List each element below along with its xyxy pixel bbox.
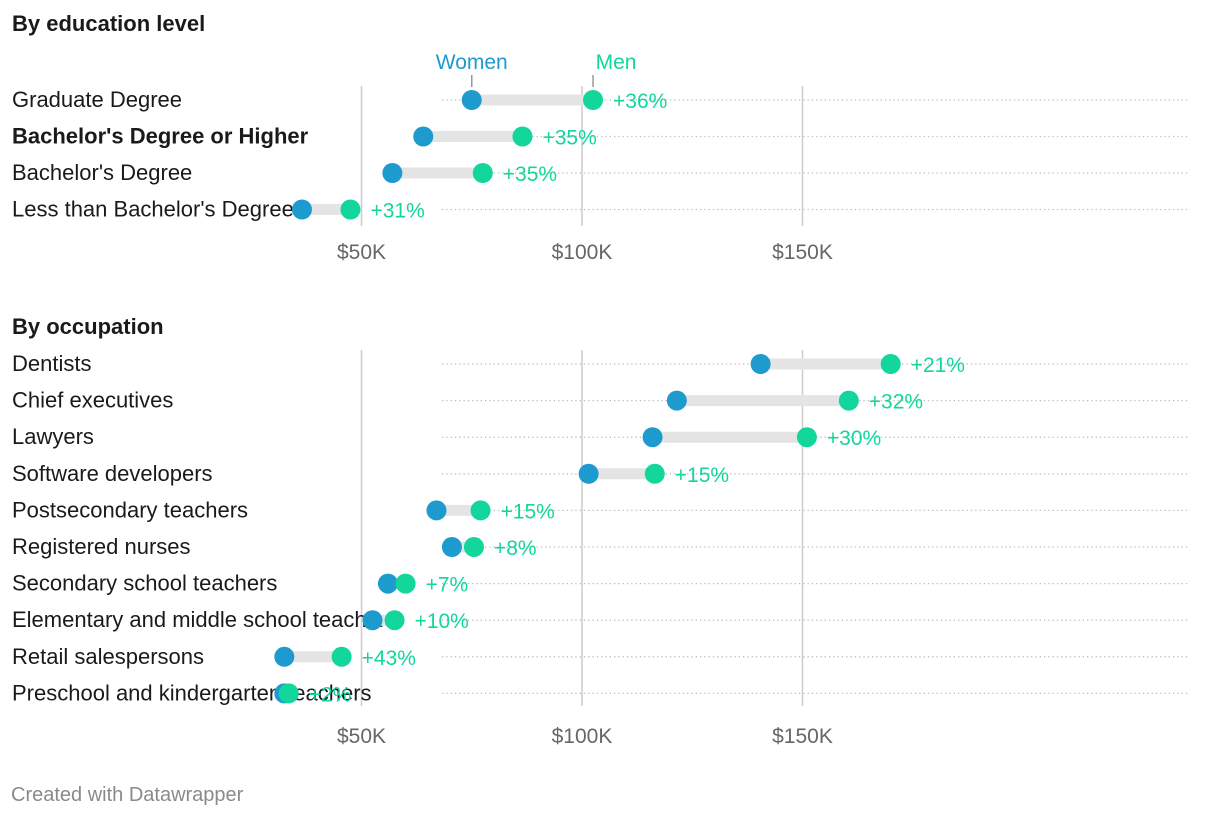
legend-men-label: Men — [596, 51, 637, 74]
panel-title-0: By education level — [12, 11, 205, 36]
row-label: Elementary and middle school teachers — [12, 607, 397, 632]
legend-women-label: Women — [436, 51, 508, 74]
gap-label: +36% — [613, 90, 667, 113]
row-label: Bachelor's Degree — [12, 160, 192, 185]
men-dot — [472, 163, 493, 183]
x-tick-label-1-2: $150K — [772, 725, 833, 748]
men-dot — [384, 610, 405, 631]
x-tick-label-0-0: $50K — [337, 241, 386, 264]
gap-label: +32% — [869, 391, 923, 414]
footer-credit: Created with Datawrapper — [11, 784, 244, 806]
women-dot — [750, 354, 771, 374]
women-dot — [377, 573, 398, 594]
row-label: Dentists — [12, 351, 91, 376]
men-dot — [644, 463, 665, 484]
women-dot — [382, 163, 403, 183]
x-tick-label-0-1: $100K — [552, 241, 613, 264]
row-label: Secondary school teachers — [12, 571, 277, 596]
panel-title-1: By occupation — [12, 314, 164, 339]
men-dot — [340, 199, 361, 220]
x-tick-label-1-1: $100K — [552, 725, 613, 748]
women-dot — [362, 610, 383, 631]
gap-label: +35% — [542, 127, 596, 150]
row-label: Preschool and kindergarten teachers — [12, 680, 372, 705]
men-dot — [838, 390, 859, 411]
x-tick-label-0-2: $150K — [772, 241, 833, 264]
row-label: Graduate Degree — [12, 87, 182, 112]
women-dot — [426, 500, 447, 521]
gap-label: +7% — [426, 574, 469, 597]
women-dot — [666, 390, 687, 411]
gap-label: +43% — [362, 647, 416, 670]
women-dot — [441, 537, 462, 557]
gap-label: +10% — [415, 610, 469, 633]
gap-label: +31% — [370, 200, 424, 223]
men-dot — [512, 126, 533, 147]
gap-label: +8% — [494, 537, 537, 560]
men-dot — [880, 354, 901, 374]
women-dot — [461, 90, 482, 110]
men-dot — [463, 537, 484, 557]
row-label: Software developers — [12, 461, 213, 486]
gap-label: +35% — [503, 163, 557, 186]
row-label: Lawyers — [12, 424, 94, 449]
men-dot — [278, 683, 299, 704]
row-label: Chief executives — [12, 388, 173, 413]
gap-label: +2% — [309, 683, 352, 706]
row-label: Bachelor's Degree or Higher — [12, 124, 309, 149]
x-tick-label-1-0: $50K — [337, 725, 386, 748]
women-dot — [642, 427, 663, 448]
row-label: Postsecondary teachers — [12, 497, 248, 522]
row-label: Registered nurses — [12, 534, 191, 559]
men-dot — [470, 500, 491, 521]
women-dot — [291, 199, 312, 220]
men-dot — [796, 427, 817, 448]
row-label: Retail salespersons — [12, 644, 204, 669]
row-label: Less than Bachelor's Degree — [12, 197, 294, 222]
men-dot — [331, 646, 352, 667]
gap-label: +30% — [827, 427, 881, 450]
women-dot — [274, 646, 295, 667]
gap-label: +15% — [501, 500, 555, 523]
gap-label: +15% — [675, 464, 729, 487]
men-dot — [583, 90, 604, 110]
women-dot — [413, 126, 434, 147]
women-dot — [578, 463, 599, 484]
men-dot — [395, 573, 416, 594]
gap-label: +21% — [911, 354, 965, 377]
